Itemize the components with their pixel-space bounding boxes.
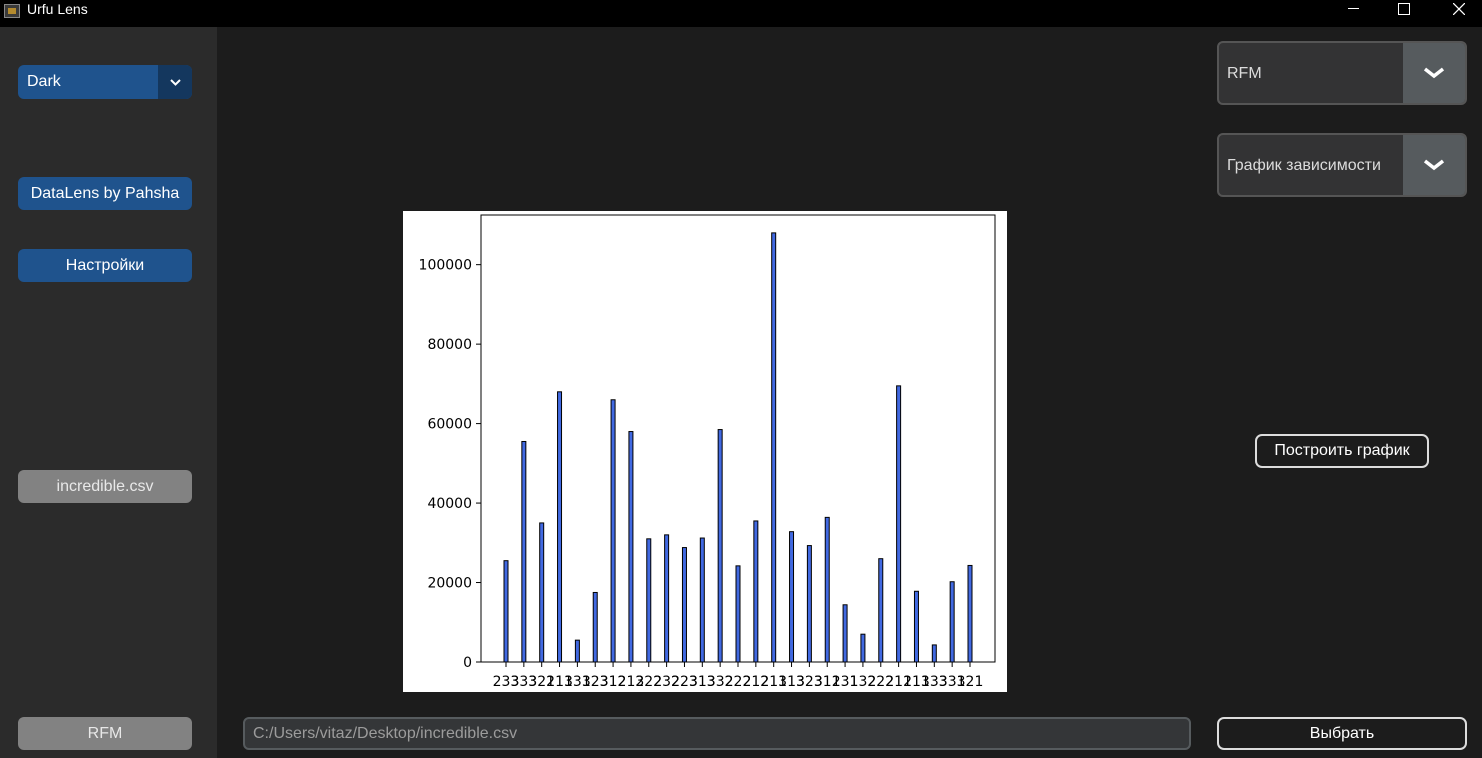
bar — [931, 644, 937, 663]
bar — [521, 440, 527, 663]
bar — [949, 581, 955, 663]
bar — [913, 590, 919, 663]
y-tick-label: 60000 — [427, 417, 472, 433]
x-tick-label: 311 — [814, 674, 841, 690]
x-tick-label: 233 — [493, 674, 520, 690]
x-tick-label: 113 — [546, 674, 573, 690]
bar — [806, 545, 812, 663]
x-tick-label: 213 — [903, 674, 930, 690]
chart-type-select-arrow[interactable] — [1403, 135, 1465, 195]
title-bar: Urfu Lens — [0, 0, 1482, 27]
theme-select-arrow[interactable] — [158, 65, 192, 99]
window-title: Urfu Lens — [27, 1, 88, 17]
x-tick-label: 133 — [564, 674, 591, 690]
bar — [753, 520, 759, 663]
bar — [735, 565, 741, 663]
x-tick-label: 132 — [850, 674, 877, 690]
bar — [574, 639, 580, 663]
file-path-input[interactable]: C:/Users/vitaz/Desktop/incredible.csv — [243, 717, 1191, 750]
x-tick-label: 333 — [510, 674, 537, 690]
file-button[interactable]: incredible.csv — [18, 470, 192, 503]
y-tick-label: 20000 — [427, 576, 472, 592]
bar — [717, 429, 723, 663]
bar — [646, 538, 652, 663]
minimize-icon — [1347, 8, 1359, 9]
close-button[interactable] — [1436, 0, 1482, 27]
x-tick-label: 123 — [582, 674, 609, 690]
maximize-button[interactable] — [1381, 0, 1427, 27]
datalens-button[interactable]: DataLens by Pahsha — [18, 177, 192, 210]
x-tick-label: 332 — [707, 674, 734, 690]
plot-frame — [480, 214, 996, 663]
x-tick-label: 213 — [618, 674, 645, 690]
chevron-down-icon — [169, 78, 181, 86]
analysis-select[interactable]: RFM — [1217, 41, 1467, 105]
bar — [967, 564, 973, 663]
x-tick-label: 322 — [528, 674, 555, 690]
x-tick-label: 321 — [957, 674, 984, 690]
bar — [771, 232, 777, 663]
chart-type-select-value: График зависимости — [1227, 157, 1381, 174]
bar — [860, 633, 866, 663]
theme-select[interactable]: Dark — [18, 65, 192, 99]
x-tick-label: 231 — [832, 674, 859, 690]
y-tick-label: 80000 — [427, 337, 472, 353]
x-tick-label: 313 — [778, 674, 805, 690]
bar-chart: 0200004000060000800001000002333333221131… — [419, 214, 996, 690]
x-tick-label: 331 — [939, 674, 966, 690]
settings-button[interactable]: Настройки — [18, 249, 192, 282]
theme-select-value: Dark — [27, 73, 61, 90]
bar — [842, 604, 848, 663]
bar — [699, 537, 705, 663]
bar — [592, 591, 598, 663]
y-tick-label: 40000 — [427, 496, 472, 512]
bar — [628, 431, 634, 663]
analysis-select-value: RFM — [1227, 65, 1262, 82]
chart-type-select[interactable]: График зависимости — [1217, 133, 1467, 197]
app-icon — [4, 4, 20, 18]
maximize-icon — [1398, 2, 1410, 15]
minimize-button[interactable] — [1330, 0, 1376, 27]
chevron-down-icon — [1423, 67, 1445, 79]
chart-panel: 0 20000 40000 60000 80000 100000 233 333 322 113 1… — [403, 211, 1007, 692]
bar — [824, 516, 830, 663]
bar — [664, 534, 670, 663]
close-icon — [1453, 2, 1465, 15]
x-tick-label: 222 — [635, 674, 662, 690]
choose-file-button[interactable]: Выбрать — [1217, 717, 1467, 750]
chevron-down-icon — [1423, 159, 1445, 171]
bar — [789, 531, 795, 663]
rfm-button[interactable]: RFM — [18, 717, 192, 750]
bar — [681, 547, 687, 663]
bar — [878, 558, 884, 663]
y-tick-label: 0 — [463, 655, 472, 671]
bar — [557, 391, 563, 663]
bar — [896, 385, 902, 663]
x-tick-label: 212 — [742, 674, 769, 690]
bar — [610, 399, 616, 663]
x-tick-label: 313 — [689, 674, 716, 690]
x-tick-label: 312 — [600, 674, 627, 690]
bar — [539, 522, 545, 663]
x-tick-label: 232 — [653, 674, 680, 690]
sidebar — [0, 27, 217, 758]
x-tick-label: 211 — [760, 674, 787, 690]
bar — [503, 560, 509, 663]
analysis-select-arrow[interactable] — [1403, 43, 1465, 103]
x-tick-label: 223 — [671, 674, 698, 690]
x-tick-label: 323 — [796, 674, 823, 690]
x-tick-label: 211 — [885, 674, 912, 690]
y-tick-label: 100000 — [419, 258, 472, 274]
x-tick-label: 222 — [867, 674, 894, 690]
x-tick-label: 133 — [921, 674, 948, 690]
build-chart-button[interactable]: Построить график — [1255, 434, 1429, 468]
x-tick-label: 222 — [725, 674, 752, 690]
